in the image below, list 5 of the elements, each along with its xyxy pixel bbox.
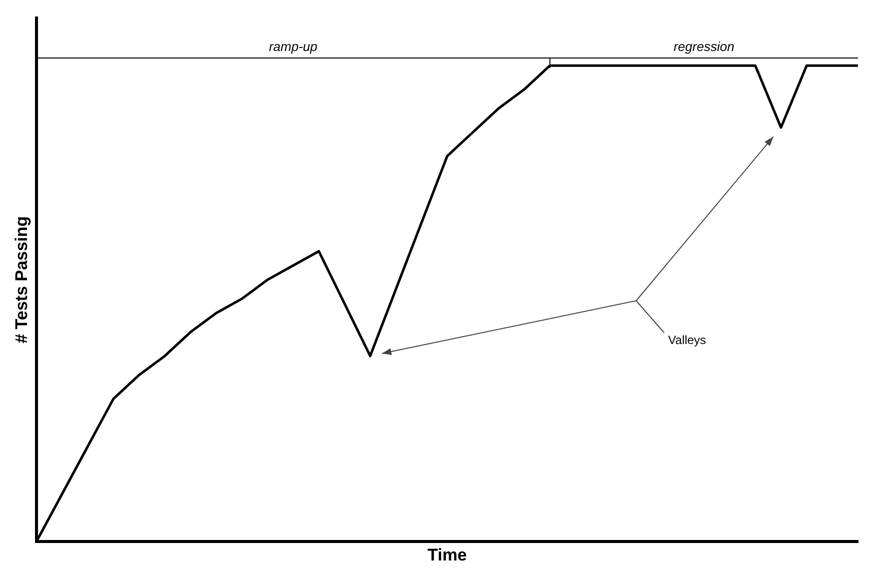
x-axis-title: Time [428,545,467,564]
y-axis-title: # Tests Passing [12,216,31,344]
annotation: Valleys [668,333,706,348]
text: regression [674,39,734,54]
text: ramp-up [268,39,318,54]
